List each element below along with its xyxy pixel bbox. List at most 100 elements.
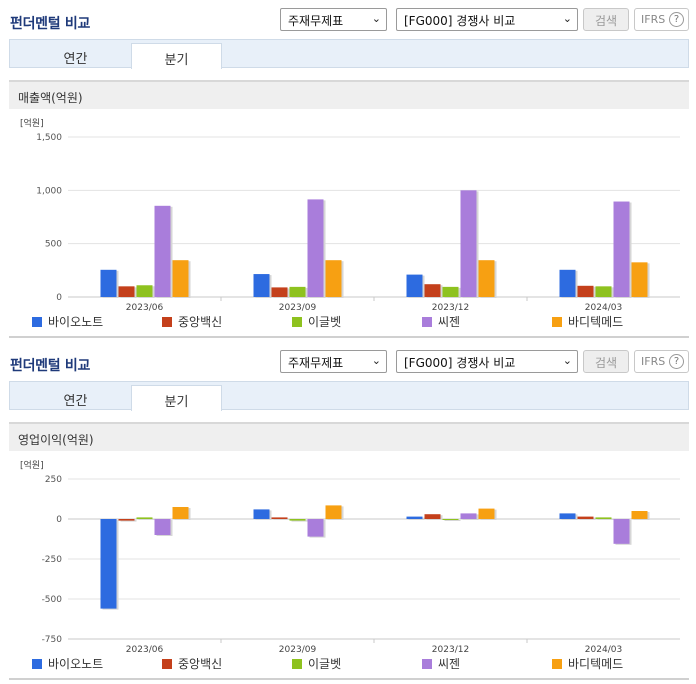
bar	[118, 519, 135, 521]
statement-type-select[interactable]: 주재무제표 ⌄	[280, 8, 387, 31]
legend-item[interactable]: 바디텍메드	[552, 655, 623, 672]
bar-shadow	[120, 520, 137, 522]
bar	[325, 505, 342, 519]
bar	[595, 517, 612, 519]
panel-header: 펀더멘털 비교 주재무제표 ⌄ [FG000] 경쟁사 비교 ⌄ 검색 IFRS…	[0, 0, 696, 38]
y-unit-label: [억원]	[20, 117, 44, 129]
legend-item[interactable]: 중앙백신	[162, 655, 222, 672]
bar	[172, 260, 189, 297]
tab-quarterly[interactable]: 분기	[131, 385, 222, 411]
legend-item[interactable]: 이글벳	[292, 313, 341, 330]
search-button[interactable]: 검색	[583, 8, 629, 31]
legend-swatch	[552, 317, 562, 327]
legend-label: 바이오노트	[48, 315, 104, 329]
legend-swatch	[422, 659, 432, 669]
bar	[442, 519, 459, 520]
ifrs-help-button[interactable]: IFRS ?	[634, 8, 689, 31]
y-tick-label: -250	[42, 555, 63, 565]
y-tick-label: 250	[45, 475, 62, 485]
peer-group-select[interactable]: [FG000] 경쟁사 비교 ⌄	[396, 350, 578, 373]
bar	[424, 284, 441, 297]
bar	[478, 508, 495, 519]
legend-item[interactable]: 씨젠	[422, 313, 460, 330]
legend-item[interactable]: 바디텍메드	[552, 313, 623, 330]
statement-type-select[interactable]: 주재무제표 ⌄	[280, 350, 387, 373]
y-tick-label: -500	[42, 595, 63, 605]
tab-annual[interactable]: 연간	[63, 394, 88, 409]
period-tabs: 연간 분기	[9, 381, 689, 411]
ifrs-label: IFRS	[641, 355, 666, 368]
operating-profit-bar-chart: [억원] -750 -500 -250 0 250 2023/06 2023/09 2023/1…	[20, 459, 680, 655]
bar	[271, 517, 288, 519]
bar	[595, 286, 612, 297]
chart-subheading: 매출액(억원)	[9, 80, 689, 109]
bar	[613, 519, 630, 544]
y-tick-label: 0	[56, 515, 62, 525]
legend-label: 바디텍메드	[568, 315, 624, 329]
search-button[interactable]: 검색	[583, 350, 629, 373]
ifrs-label: IFRS	[641, 13, 666, 26]
chevron-down-icon: ⌄	[371, 12, 381, 25]
bar	[154, 519, 171, 535]
bar	[424, 514, 441, 519]
x-tick-label: 2023/12	[432, 303, 469, 313]
help-icon: ?	[669, 354, 684, 369]
legend-label: 중앙백신	[178, 657, 223, 671]
bar	[289, 286, 306, 297]
x-tick-label: 2023/09	[279, 303, 317, 313]
legend-item[interactable]: 바이오노트	[32, 655, 103, 672]
legend-label: 이글벳	[308, 657, 342, 671]
legend-item[interactable]: 씨젠	[422, 655, 460, 672]
legend-item[interactable]: 이글벳	[292, 655, 341, 672]
legend-label: 씨젠	[438, 657, 461, 671]
legend-swatch	[32, 659, 42, 669]
bar	[406, 274, 423, 297]
legend-label: 바디텍메드	[568, 657, 624, 671]
legend-item[interactable]: 바이오노트	[32, 313, 103, 330]
x-tick-label: 2024/03	[585, 303, 622, 313]
legend-item[interactable]: 중앙백신	[162, 313, 222, 330]
x-tick-label: 2023/12	[432, 645, 469, 655]
tab-annual[interactable]: 연간	[63, 52, 88, 67]
fundamental-panel-operating-profit: 펀더멘털 비교 주재무제표 ⌄ [FG000] 경쟁사 비교 ⌄ 검색 IFRS…	[0, 342, 696, 684]
bar	[631, 262, 648, 297]
chart-legend: 바이오노트 중앙백신 이글벳 씨젠 바디텍메드	[0, 310, 696, 330]
ifrs-help-button[interactable]: IFRS ?	[634, 350, 689, 373]
x-tick-label: 2023/06	[126, 645, 164, 655]
tab-quarterly[interactable]: 분기	[131, 43, 222, 69]
bar	[289, 519, 306, 521]
legend-swatch	[32, 317, 42, 327]
fundamental-panel-revenue: 펀더멘털 비교 주재무제표 ⌄ [FG000] 경쟁사 비교 ⌄ 검색 IFRS…	[0, 0, 696, 338]
bar	[172, 507, 189, 519]
legend-label: 바이오노트	[48, 657, 104, 671]
bar	[577, 285, 594, 297]
legend-swatch	[162, 317, 172, 327]
bar	[613, 201, 630, 297]
divider	[9, 336, 689, 338]
y-tick-label: 1,500	[36, 133, 62, 143]
bar	[307, 519, 324, 537]
legend-swatch	[162, 659, 172, 669]
statement-type-value: 주재무제표	[288, 14, 344, 28]
divider	[9, 678, 689, 680]
bar	[100, 519, 117, 609]
bar	[307, 199, 324, 297]
y-unit-label: [억원]	[20, 459, 44, 471]
period-tabs: 연간 분기	[9, 39, 689, 69]
revenue-bar-chart: [억원] 0 500 1,000 1,500 2023/06 2023/09 2023/12 2…	[20, 117, 680, 313]
bar	[118, 286, 135, 297]
bar	[406, 516, 423, 519]
legend-swatch	[552, 659, 562, 669]
peer-group-value: [FG000] 경쟁사 비교	[404, 14, 516, 28]
x-tick-label: 2023/06	[126, 303, 164, 313]
y-tick-label: 500	[45, 240, 62, 250]
bar	[136, 517, 153, 519]
chevron-down-icon: ⌄	[562, 354, 572, 367]
legend-label: 이글벳	[308, 315, 342, 329]
peer-group-select[interactable]: [FG000] 경쟁사 비교 ⌄	[396, 8, 578, 31]
help-icon: ?	[669, 12, 684, 27]
bar	[460, 190, 477, 297]
bar-shadow	[273, 518, 290, 520]
bar-shadow	[291, 520, 308, 522]
chart-subheading: 영업이익(억원)	[9, 422, 689, 451]
